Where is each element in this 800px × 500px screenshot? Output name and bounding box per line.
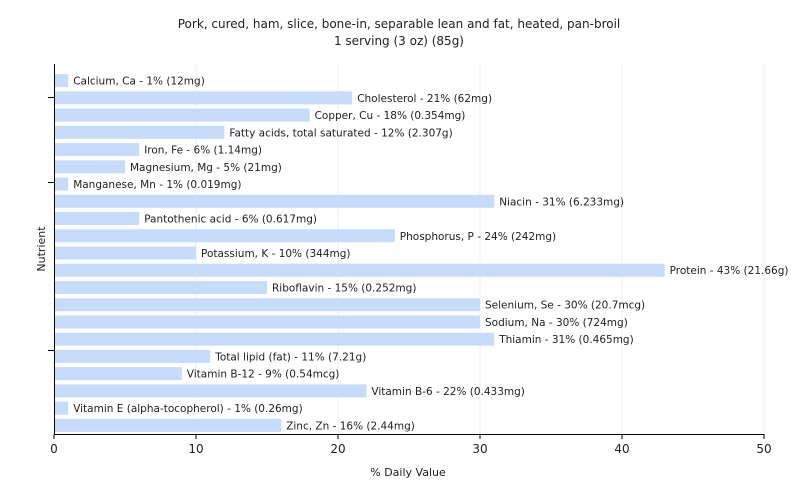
bar [55,349,211,363]
x-axis-label: % Daily Value [370,466,446,479]
bar-label: Vitamin B-6 - 22% (0.433mg) [371,386,525,398]
bar [55,298,480,312]
bar [55,263,665,277]
bar [55,332,495,346]
bar [55,367,182,381]
bar [55,229,395,243]
bar-label: Pantothenic acid - 6% (0.617mg) [144,214,317,226]
bar-label: Copper, Cu - 18% (0.354mg) [315,110,466,122]
bar [55,418,282,432]
bar [55,91,353,105]
bar-label: Potassium, K - 10% (344mg) [201,248,351,260]
bars-group: Calcium, Ca - 1% (12mg) Cholesterol - 21%… [55,74,788,432]
chart-title: Pork, cured, ham, slice, bone-in, separa… [178,17,621,31]
x-tick-label: 0 [50,442,58,456]
bar [55,177,69,191]
bar-label: Fatty acids, total saturated - 12% (2.30… [229,127,452,139]
bar-label: Iron, Fe - 6% (1.14mg) [144,145,262,157]
bar [55,280,267,294]
x-tick-label: 50 [756,442,771,456]
bar-label: Thiamin - 31% (0.465mg) [498,334,634,346]
bar-label: Phosphorus, P - 24% (242mg) [400,231,556,243]
axes-group: 0 10 20 30 40 50 [48,64,772,456]
bar [55,125,225,139]
bar-label: Total lipid (fat) - 11% (7.21g) [214,351,366,363]
bar-label: Protein - 43% (21.66g) [670,265,789,277]
bar-label: Zinc, Zn - 16% (2.44mg) [286,420,415,432]
bar-label: Riboflavin - 15% (0.252mg) [272,282,416,294]
bar-label: Vitamin B-12 - 9% (0.54mcg) [187,369,340,381]
bar-label: Cholesterol - 21% (62mg) [357,93,492,105]
chart-subtitle: 1 serving (3 oz) (85g) [334,34,464,48]
x-tick-label: 10 [188,442,203,456]
bar-label: Vitamin E (alpha-tocopherol) - 1% (0.26m… [73,403,303,415]
bar-label: Magnesium, Mg - 5% (21mg) [130,162,282,174]
bar-label: Manganese, Mn - 1% (0.019mg) [73,179,241,191]
y-axis-label: Nutrient [35,226,48,272]
bar [55,74,69,88]
grid-lines [195,64,765,434]
bar [55,315,480,329]
bar-label: Selenium, Se - 30% (20.7mcg) [485,300,645,312]
bar [55,108,310,122]
bar [55,212,140,226]
x-tick-label: 30 [472,442,487,456]
x-tick-label: 20 [330,442,345,456]
bar [55,384,367,398]
bar [55,160,125,174]
bar [55,194,495,208]
bar-label: Sodium, Na - 30% (724mg) [485,317,628,329]
bar [55,246,196,260]
bar-label: Calcium, Ca - 1% (12mg) [73,76,205,88]
bar [55,143,140,157]
bar-label: Niacin - 31% (6.233mg) [499,196,624,208]
x-tick-label: 40 [614,442,629,456]
bar [55,401,69,415]
